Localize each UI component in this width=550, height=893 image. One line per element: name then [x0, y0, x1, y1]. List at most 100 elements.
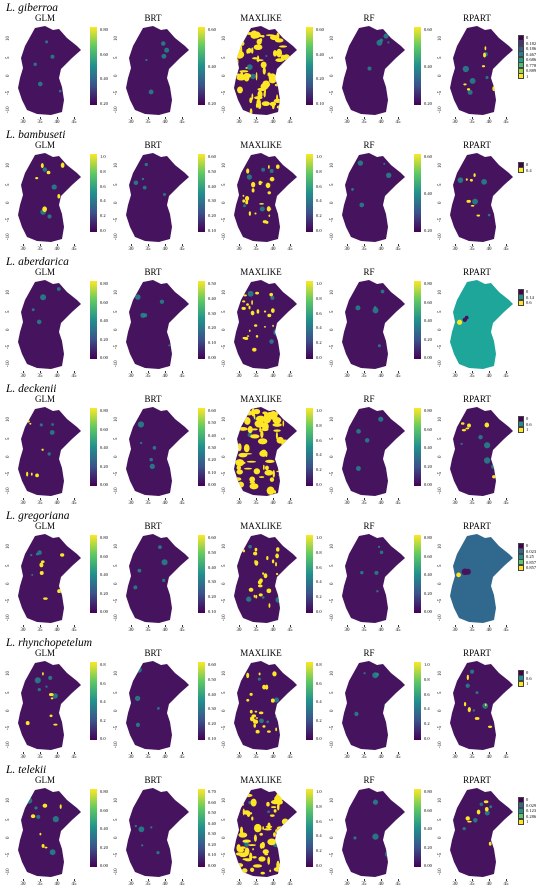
- x-tick: [131, 371, 132, 373]
- y-tick-label: -5: [114, 471, 119, 476]
- x-tick-label: 40: [162, 501, 168, 506]
- x-tick-label: 45: [395, 374, 401, 379]
- x-tick-label: 45: [71, 501, 77, 506]
- x-tick: [381, 879, 382, 881]
- x-tick-label: 35: [37, 501, 43, 506]
- map-panel-brt: BRT 10 5 0 -5 -10 30 35 40 45 0.60 0.40 0.20: [114, 13, 222, 131]
- x-tick: [131, 117, 132, 119]
- x-tick-label: 30: [236, 755, 242, 760]
- model-title: MAXLIKE: [240, 13, 282, 23]
- region-map: [450, 534, 513, 623]
- x-axis: 30 35 40 45: [231, 244, 299, 256]
- map-panel-rf: RF 10 5 0 -5 -10 30 35 40 45 1.0 0.8 0.6 0.4 0.2 0.0: [330, 648, 438, 766]
- x-tick-label: 30: [236, 247, 242, 252]
- y-tick-label: 10: [6, 544, 11, 549]
- colorbar-tick-label: 0.8: [100, 662, 106, 667]
- y-tick-label: -10: [114, 614, 119, 621]
- x-tick-label: 35: [145, 628, 151, 633]
- map-panel-rpart: RPART 10 5 0 -5 -10 30 35 40 45 0 0.4: [438, 140, 546, 258]
- y-tick-label: 10: [222, 290, 227, 295]
- legend-item: 1: [518, 73, 536, 80]
- category-legend: 0 0.6 1: [518, 669, 532, 687]
- colorbar: [306, 535, 313, 613]
- colorbar-tick-label: 0.4: [100, 699, 106, 704]
- x-tick: [74, 879, 75, 881]
- map-land: [342, 788, 405, 877]
- y-tick-label: 10: [222, 671, 227, 676]
- colorbar-tick-label: 0.20: [208, 457, 216, 463]
- colorbar-tick-label: 0.10: [208, 228, 216, 233]
- x-tick: [239, 244, 240, 246]
- x-tick-label: 35: [361, 374, 367, 379]
- y-tick-label: 10: [114, 290, 119, 295]
- species-title: L. gregoriana: [6, 510, 70, 522]
- y-tick-label: -10: [438, 106, 443, 113]
- x-tick: [23, 752, 24, 754]
- y-tick-label: -5: [330, 852, 335, 857]
- x-tick-label: 45: [287, 501, 293, 506]
- colorbar-tick-label: 0.20: [208, 841, 216, 847]
- x-tick: [57, 244, 58, 246]
- y-tick-label: -5: [438, 852, 443, 857]
- y-tick-label: 10: [114, 798, 119, 803]
- colorbar-tick-label: 0.6: [316, 183, 322, 189]
- colorbar-tick-label: 0.20: [208, 721, 216, 727]
- x-tick: [57, 879, 58, 881]
- species-title: L. aberdarica: [6, 256, 69, 268]
- x-axis: 30 35 40 45: [15, 625, 83, 637]
- x-tick-label: 30: [128, 628, 134, 633]
- colorbar-tick-label: 0.6: [316, 310, 322, 316]
- y-tick-label: -5: [330, 217, 335, 222]
- legend-label: 0: [526, 797, 529, 803]
- model-title: BRT: [144, 13, 162, 23]
- x-tick-label: 40: [486, 374, 492, 379]
- x-axis: 30 35 40 45: [15, 117, 83, 129]
- region-map: [450, 26, 513, 115]
- map-land: [234, 280, 297, 369]
- colorbar-tick-label: 0.4: [316, 699, 322, 704]
- x-axis: 30 35 40 45: [447, 625, 515, 637]
- y-tick-label: 0: [222, 455, 227, 459]
- colorbar-tick-label: 0.40: [100, 572, 108, 577]
- model-title: RF: [363, 394, 375, 404]
- x-tick: [455, 498, 456, 500]
- y-tick-label: 10: [114, 417, 119, 422]
- x-tick: [506, 244, 507, 246]
- y-tick-label: 10: [438, 417, 443, 422]
- x-axis: 30 35 40 45: [123, 371, 191, 383]
- map-panel-brt: BRT 10 5 0 -5 -10 30 35 40 45 0.60 0.50 0.40 0.30 0.20…: [114, 394, 222, 512]
- region-map: [450, 661, 513, 750]
- colorbar-tick-label: 0.2: [424, 721, 430, 727]
- x-tick-label: 35: [145, 247, 151, 252]
- y-tick-label: -10: [222, 614, 227, 621]
- y-tick-label: -5: [6, 344, 11, 349]
- x-tick-label: 40: [486, 120, 492, 125]
- x-tick-label: 35: [361, 120, 367, 125]
- x-tick: [455, 371, 456, 373]
- x-tick-label: 45: [179, 120, 185, 125]
- x-tick-label: 45: [287, 247, 293, 252]
- x-axis: 30 35 40 45: [123, 879, 191, 891]
- y-tick-label: 0: [6, 201, 11, 205]
- map-land: [18, 407, 81, 496]
- y-tick-label: 0: [438, 74, 443, 78]
- map-panel-maxlike: MAXLIKE 10 5 0 -5 -10 30 35 40 45 1.0 0.8 0.6 0.4 0.2 0…: [222, 521, 330, 639]
- y-tick-label: -10: [222, 233, 227, 240]
- y-tick-label: 10: [438, 798, 443, 803]
- y-tick-label: -10: [330, 868, 335, 875]
- region-map: [18, 153, 81, 242]
- y-tick-label: -10: [114, 233, 119, 240]
- region-map: [18, 788, 81, 877]
- colorbar: [90, 154, 97, 232]
- y-tick-label: 0: [114, 836, 119, 840]
- y-tick-label: -5: [6, 90, 11, 95]
- x-tick-label: 45: [395, 628, 401, 633]
- y-tick-label: -5: [438, 471, 443, 476]
- legend-swatch: [518, 426, 524, 433]
- y-tick-label: -5: [438, 217, 443, 222]
- colorbar-tick-label: 0.00: [208, 355, 216, 360]
- model-title: RPART: [463, 648, 491, 658]
- model-title: RPART: [463, 775, 491, 785]
- model-title: RPART: [463, 13, 491, 23]
- x-tick: [165, 879, 166, 881]
